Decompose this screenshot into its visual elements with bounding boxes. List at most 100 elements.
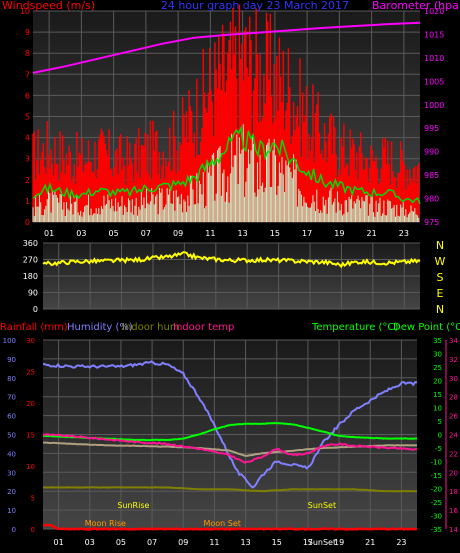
temp-x-tick-label: 07	[147, 538, 157, 547]
annotation-label: Moon Set	[203, 519, 240, 528]
barometer-tick-label: 995	[424, 124, 439, 133]
legend-entry: Humidity (%)	[67, 322, 133, 333]
sun-moon-annotations: SunRise SunSet Moon Rise Moon Set SunSet	[85, 501, 336, 547]
temp-x-tick-label: 17	[303, 538, 313, 547]
direction-tick-label: 90	[28, 289, 38, 298]
series-line	[43, 360, 418, 489]
humidity-tick-label: 60	[7, 413, 16, 421]
compass-letter: N	[436, 303, 444, 316]
windspeed-tick-label: 2	[25, 176, 30, 185]
temp-x-tick-label: 03	[85, 538, 95, 547]
barometer-axis-label: Barometer (hpa)	[372, 0, 460, 12]
temperature-tick-label: 30	[433, 351, 442, 359]
wind-x-tick-label: 09	[173, 229, 183, 238]
temp-x-tick-label: 15	[272, 538, 282, 547]
humidity-tick-label: 30	[7, 469, 16, 477]
temperature-tick-label: -15	[431, 472, 442, 480]
temp-legend: Rainfall (mm) Humidity (%)Indoor humIndoo…	[0, 322, 460, 333]
indoor-temp-tick-label: 22	[449, 450, 458, 458]
windspeed-axis-label: Windspeed (m/s)	[2, 0, 95, 12]
annotation-label: Moon Rise	[85, 519, 126, 528]
wind-x-tick-label: 07	[141, 229, 151, 238]
rain-tick-label: 5	[31, 495, 35, 503]
wind-x-tick-label: 11	[205, 229, 215, 238]
annotation-label: SunSet	[308, 538, 336, 547]
indoor-temp-tick-label: 18	[449, 488, 458, 496]
direction-tick-label: 360	[23, 239, 38, 248]
temp-grid	[43, 339, 417, 530]
windspeed-axis: 0 1 2 3 4 5 6 7 8 9 10	[20, 7, 30, 227]
temperature-tick-label: 15	[433, 391, 442, 399]
series-line	[43, 433, 418, 464]
rain-tick-label: 0	[31, 526, 35, 534]
temperature-tick-label: 0	[438, 432, 442, 440]
direction-axis: 0 90 180 270 360	[23, 239, 38, 314]
temp-x-tick-label: 01	[53, 538, 63, 547]
temperature-tick-label: -25	[431, 499, 442, 507]
humidity-tick-label: 10	[7, 507, 16, 515]
temperature-tick-label: 35	[433, 337, 442, 345]
humidity-tick-label: 100	[3, 337, 16, 345]
legend-entry: Temperature (°C)	[311, 322, 398, 333]
rain-tick-label: 20	[26, 400, 35, 408]
windspeed-tick-label: 1	[25, 197, 30, 206]
humidity-tick-label: 90	[7, 356, 16, 364]
annotation-label: SunSet	[308, 501, 336, 510]
gust-series	[32, 4, 420, 222]
indoor-temp-tick-label: 24	[449, 432, 458, 440]
temp-x-axis: 01 03 05 07 09 11 13 15 17 19 21 23	[53, 538, 406, 547]
windspeed-tick-label: 9	[25, 28, 30, 37]
temp-x-tick-label: 19	[334, 538, 344, 547]
barometer-tick-label: 1010	[424, 54, 444, 63]
indoor-temp-tick-label: 30	[449, 375, 458, 383]
wind-lines	[32, 21, 421, 205]
compass-letter: N	[436, 239, 444, 252]
wind-direction-line	[42, 251, 421, 269]
windspeed-tick-label: 7	[25, 70, 30, 79]
barometer-tick-label: 985	[424, 171, 439, 180]
windspeed-tick-label: 0	[25, 218, 30, 227]
humidity-tick-label: 50	[7, 432, 16, 440]
wind-x-tick-label: 13	[238, 229, 248, 238]
temperature-tick-label: -35	[431, 526, 442, 534]
barometer-tick-label: 1000	[424, 101, 444, 110]
legend-entry: Rainfall (mm)	[0, 322, 68, 333]
compass-letter: S	[437, 271, 444, 284]
rain-tick-label: 15	[26, 432, 35, 440]
temperature-tick-label: -30	[431, 513, 442, 521]
wind-x-tick-label: 05	[109, 229, 119, 238]
temp-x-tick-label: 05	[116, 538, 126, 547]
indoor-temp-tick-label: 32	[449, 356, 458, 364]
temperature-tick-label: -20	[431, 486, 442, 494]
wind-x-tick-label: 23	[399, 229, 409, 238]
temperature-tick-label: 10	[433, 405, 442, 413]
temp-x-tick-label: 21	[365, 538, 375, 547]
barometer-tick-label: 980	[424, 195, 439, 204]
wind-x-tick-label: 03	[76, 229, 86, 238]
temperature-tick-label: -5	[435, 445, 442, 453]
barometer-tick-label: 1020	[424, 7, 444, 16]
barometer-tick-label: 1005	[424, 77, 444, 86]
series-line	[43, 486, 418, 493]
rain-tick-label: 25	[26, 369, 35, 377]
humidity-tick-label: 0	[12, 526, 16, 534]
barometer-axis: 975 980 985 990 995 1000 1005 1010 1015 1020	[424, 7, 444, 227]
direction-tick-label: 0	[33, 305, 38, 314]
average-speed-line	[32, 125, 421, 205]
rain-tick-label: 10	[26, 463, 35, 471]
chart-title: 24 hour graph day 23 March 2017	[161, 0, 349, 12]
temp-axes: 0102030405060708090100051015202530-35-30…	[3, 337, 459, 534]
legend-entry: Indoor temp	[173, 322, 234, 333]
legend-entry: Indoor hum	[122, 322, 180, 333]
rain-tick-label: 30	[26, 337, 35, 345]
windspeed-tick-label: 8	[25, 49, 30, 58]
temp-x-tick-label: 09	[178, 538, 188, 547]
wind-x-axis: 01 03 05 07 09 11 13 15 17 19 21 23	[44, 229, 409, 238]
wind-x-tick-label: 17	[302, 229, 312, 238]
annotation-label: SunRise	[117, 501, 149, 510]
wind-x-tick-label: 15	[270, 229, 280, 238]
wind-x-tick-label: 01	[44, 229, 54, 238]
humidity-tick-label: 70	[7, 394, 16, 402]
